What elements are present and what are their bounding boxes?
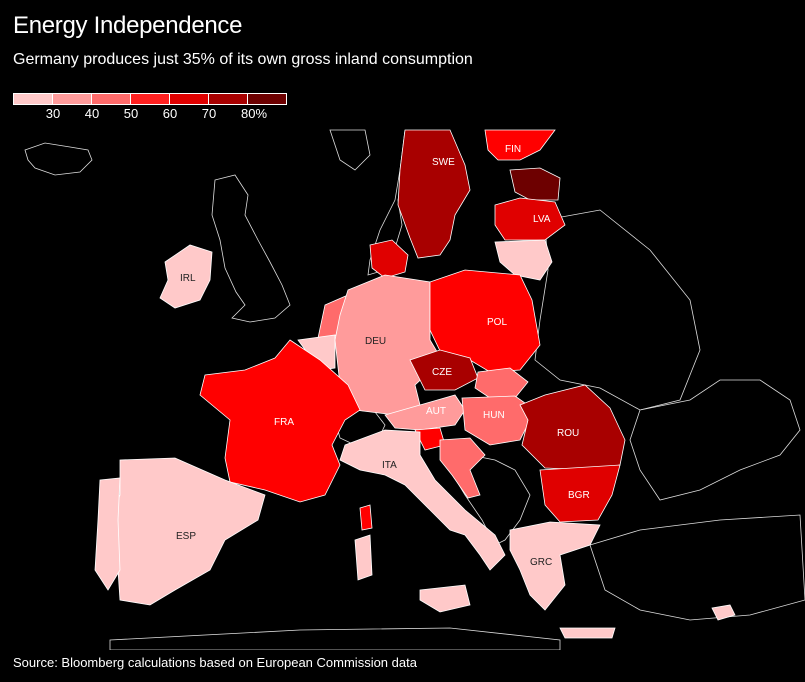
country-finland (484, 129, 556, 161)
source-note: Source: Bloomberg calculations based on … (13, 655, 417, 670)
color-legend: 30 40 50 60 70 80% (13, 93, 287, 123)
legend-swatch-6 (209, 94, 248, 104)
label-grc: GRC (530, 557, 552, 568)
country-italy (339, 429, 506, 571)
country-sweden (397, 129, 471, 259)
legend-tick: 40 (84, 106, 100, 121)
country-sicily (419, 584, 471, 613)
legend-tick: 50 (123, 106, 139, 121)
country-crete (559, 627, 616, 639)
turkey-outline (589, 514, 805, 621)
country-austria (384, 394, 466, 431)
label-aut: AUT (426, 406, 446, 417)
label-fra: FRA (274, 417, 294, 428)
legend-tick: 30 (45, 106, 61, 121)
legend-swatch-5 (170, 94, 209, 104)
legend-tick: 60 (162, 106, 178, 121)
east-outline (534, 209, 701, 411)
legend-swatch-3 (92, 94, 131, 104)
country-hungary (461, 395, 536, 446)
europe-map: SWE FIN LVA IRL DEU POL CZE FRA AUT HUN … (24, 129, 805, 650)
label-hun: HUN (483, 410, 505, 421)
legend-swatch-4 (131, 94, 170, 104)
country-sardinia (354, 534, 373, 581)
map-subtitle: Germany produces just 35% of its own gro… (13, 51, 473, 68)
country-slovakia (474, 367, 529, 399)
country-france (199, 339, 361, 503)
label-irl: IRL (180, 273, 196, 284)
country-bulgaria (539, 464, 621, 523)
label-esp: ESP (176, 531, 196, 542)
country-portugal (94, 477, 121, 591)
label-lva: LVA (533, 214, 551, 225)
label-fin: FIN (505, 144, 521, 155)
label-deu: DEU (365, 336, 386, 347)
legend-color-bar (13, 93, 287, 105)
legend-swatch-2 (53, 94, 92, 104)
label-rou: ROU (557, 428, 579, 439)
country-denmark (369, 239, 409, 279)
legend-swatch-1 (14, 94, 53, 104)
background-land (24, 129, 805, 650)
label-swe: SWE (432, 157, 455, 168)
countries (94, 129, 736, 639)
legend-tick: 70 (201, 106, 217, 121)
legend-tick: 80% (240, 106, 268, 121)
label-cze: CZE (432, 367, 452, 378)
country-corsica (359, 504, 373, 531)
label-bgr: BGR (568, 490, 590, 501)
legend-ticks: 30 40 50 60 70 80% (13, 105, 287, 123)
legend-swatch-7 (248, 94, 286, 104)
country-cyprus (711, 604, 736, 621)
country-croatia (439, 437, 486, 499)
label-ita: ITA (382, 460, 397, 471)
country-labels: SWE FIN LVA IRL DEU POL CZE FRA AUT HUN … (176, 144, 590, 568)
country-lithuania (494, 239, 553, 281)
country-estonia (509, 167, 561, 201)
country-ireland (159, 244, 213, 309)
uk-outline (211, 174, 291, 323)
country-latvia (494, 197, 566, 241)
country-poland (429, 269, 541, 373)
iceland-outline (24, 142, 93, 176)
label-pol: POL (487, 317, 507, 328)
country-greece (509, 521, 601, 611)
map-title: Energy Independence (13, 12, 243, 39)
